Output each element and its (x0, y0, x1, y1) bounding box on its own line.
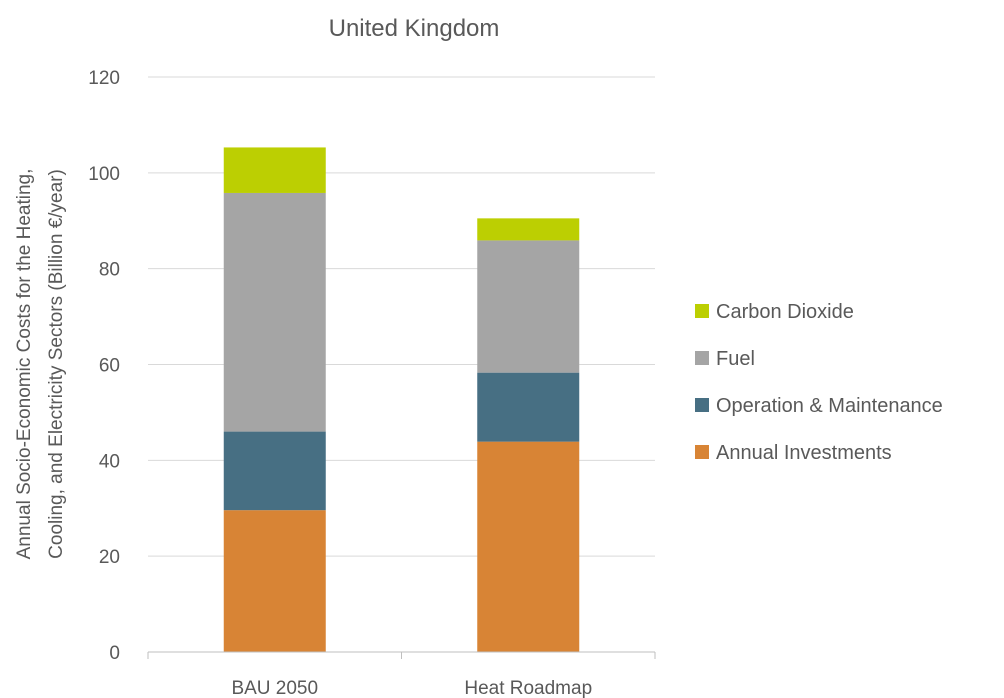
y-axis-ticks: 0 20 40 60 80 100 120 (88, 68, 120, 664)
bar-segment (477, 218, 579, 240)
y-tick-label: 60 (99, 356, 120, 377)
bar-segment (477, 442, 579, 652)
legend-swatch (695, 304, 709, 318)
legend-label: Carbon Dioxide (716, 301, 854, 323)
legend-swatch (695, 445, 709, 459)
x-tick-label: BAU 2050 (231, 678, 318, 698)
legend-label: Annual Investments (716, 442, 892, 464)
y-tick-label: 20 (99, 547, 120, 568)
legend-label: Operation & Maintenance (716, 395, 943, 417)
y-axis-title-line-1: Annual Socio-Economic Costs for the Heat… (14, 169, 35, 560)
y-tick-label: 80 (99, 260, 120, 281)
y-axis-title-line-2: Cooling, and Electricity Sectors (Billio… (46, 169, 67, 559)
x-axis: BAU 2050 Heat Roadmap (148, 652, 655, 698)
y-axis-title: Annual Socio-Economic Costs for the Heat… (14, 169, 67, 560)
y-tick-label: 100 (88, 164, 120, 185)
x-tick-label: Heat Roadmap (464, 678, 592, 698)
legend-label: Fuel (716, 348, 755, 370)
y-tick-label: 120 (88, 68, 120, 89)
bars (224, 147, 580, 652)
legend-swatch (695, 398, 709, 412)
bar-segment (224, 147, 326, 193)
y-tick-label: 0 (109, 643, 120, 664)
bar-segment (224, 193, 326, 432)
legend: Carbon Dioxide Fuel Operation & Maintenanc… (695, 301, 943, 464)
bar-segment (224, 432, 326, 511)
bar-segment (477, 373, 579, 442)
y-tick-label: 40 (99, 451, 120, 472)
legend-swatch (695, 351, 709, 365)
bar-segment (477, 240, 579, 372)
chart-title: United Kingdom (329, 15, 500, 42)
bar-segment (224, 510, 326, 652)
